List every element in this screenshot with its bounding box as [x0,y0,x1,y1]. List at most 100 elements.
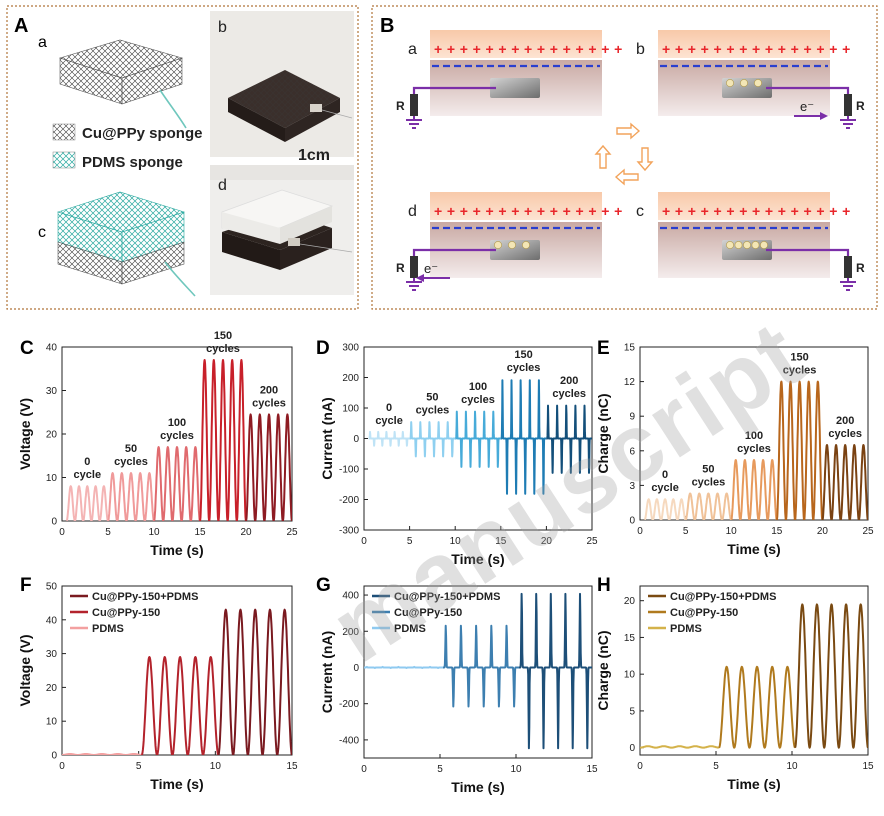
legend-entry: PDMS [670,623,702,635]
series-label: cycles [507,362,541,374]
x-tick-label: 5 [136,761,142,772]
series-line-3 [217,608,292,755]
y-tick-label: 30 [46,649,58,660]
resistor-label: R [856,99,865,113]
series-label: cycle [375,415,403,427]
series-label: cycles [552,388,586,400]
series-line-3 [454,410,502,468]
mechanism-sub-label: c [636,203,644,220]
x-tick-label: 15 [586,764,598,775]
series-label: 200 [560,375,578,387]
x-tick-label: 15 [771,526,783,537]
resistor-icon [844,256,852,278]
x-tick-label: 10 [510,764,522,775]
x-tick-label: 5 [105,527,111,538]
resistor-icon [844,94,852,116]
x-tick-label: 0 [637,526,643,537]
legend-entry: PDMS [92,623,124,635]
panel-b: B a + + + + + + + + + + + + + + + Rb + + + … [371,5,878,310]
chart-C: C 0 5 10 15 20 25 0 10 20 30 40 Time (s) Voltage (V) 0… [17,330,298,558]
photo-d-label: d [218,177,227,194]
series-label: cycle [74,469,102,481]
chart-letter: C [20,338,34,359]
y-axis-label: Current (nA) [319,631,335,713]
x-axis-label: Time (s) [451,551,504,567]
series-line-2 [107,472,155,521]
scale-label: 1cm [298,147,330,164]
panel-a-sub-a: a [38,34,47,51]
series-label: 100 [469,381,487,393]
y-axis-label: Charge (nC) [595,630,611,710]
y-tick-label: 10 [46,473,58,484]
top-layer [658,192,830,220]
series-line-5 [821,444,868,520]
series-label: 150 [514,349,532,361]
x-tick-label: 0 [59,527,65,538]
mechanism-state-b: b + + + + + + + + + + + + + + + Re⁻ [636,30,865,129]
y-tick-label: 9 [629,412,635,423]
x-tick-label: 10 [450,536,462,547]
y-tick-label: -200 [339,699,359,710]
y-axis-label: Voltage (V) [17,398,33,470]
positive-charges: + + + + + + + + + + + + + + + [662,203,851,219]
series-line-2 [140,656,220,755]
arrow-up-icon [594,144,612,169]
series-line-1 [65,485,109,521]
series-label: 50 [426,392,438,404]
x-tick-label: 0 [637,761,643,772]
induced-charge [522,241,530,249]
y-tick-label: -400 [339,735,359,746]
y-axis-label: Current (nA) [319,397,335,479]
y-tick-label: 400 [342,591,359,602]
y-tick-label: 0 [51,517,57,528]
positive-charges: + + + + + + + + + + + + + + + [434,203,623,219]
series-line-2 [408,421,456,458]
mechanism-sub-label: a [408,41,417,58]
induced-charge [743,241,751,249]
x-axis-label: Time (s) [727,776,780,792]
panel-b-letter: B [380,15,394,37]
positive-charges: + + + + + + + + + + + + + + + [434,41,623,57]
legend-entry: PDMS [394,623,426,635]
legend-swatch-cu-ppy [52,123,76,141]
top-layer [658,30,830,58]
induced-charge [494,241,502,249]
top-layer [430,192,602,220]
legend-entry: Cu@PPy-150+PDMS [670,591,776,603]
series-label: cycles [252,397,286,409]
x-tick-label: 5 [437,764,443,775]
series-label: cycle [651,482,679,494]
legend-pdms: PDMS sponge [82,154,183,171]
induced-charge [726,79,734,87]
y-tick-label: 0 [353,434,359,445]
y-tick-label: 30 [46,386,58,397]
series-label: cycles [737,443,771,455]
wire [412,86,496,94]
y-tick-label: 200 [342,627,359,638]
legend-entry: Cu@PPy-150+PDMS [92,591,198,603]
x-axis-label: Time (s) [727,541,780,557]
y-tick-label: 40 [46,615,58,626]
x-tick-label: 25 [586,536,598,547]
plot-area [639,346,869,521]
induced-charge [754,79,762,87]
y-tick-label: 100 [342,404,359,415]
series-line-3 [730,459,778,520]
electron-label: e⁻ [800,99,814,114]
legend-swatch-pdms [52,151,76,169]
series-label: cycles [461,394,495,406]
induced-charge [760,241,768,249]
wire [766,86,850,94]
series-label: cycles [206,343,240,355]
x-tick-label: 10 [726,526,738,537]
x-tick-label: 0 [361,536,367,547]
x-tick-label: 0 [59,761,65,772]
arrow-down-icon [636,147,654,172]
series-line-3 [153,446,201,521]
chart-G: G 0 5 10 15 -400 -200 0 200 400 Time (s) Current (n… [316,575,598,795]
legend-entry: Cu@PPy-150 [670,607,738,619]
series-line-2 [442,624,520,708]
panel-b-frame [371,5,878,310]
resistor-icon [410,256,418,278]
y-tick-label: 0 [629,516,635,527]
